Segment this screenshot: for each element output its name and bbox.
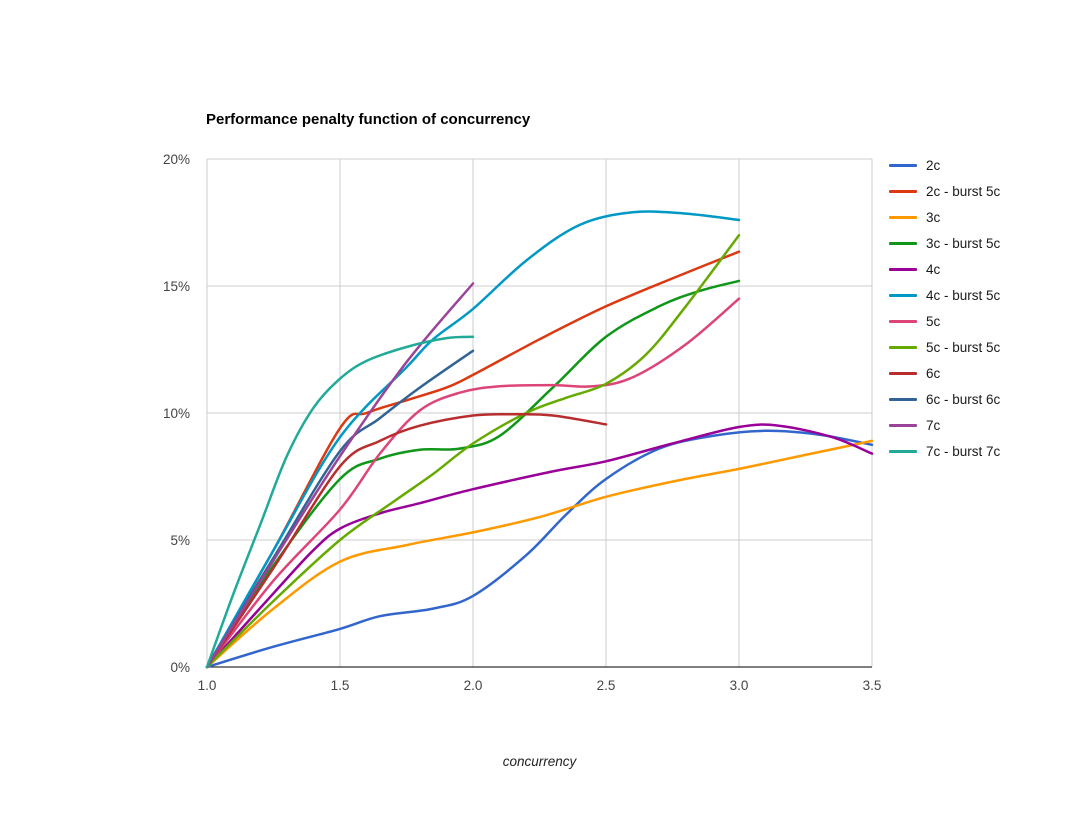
- legend-item-4c-burst-5c: 4c - burst 5c: [889, 282, 1000, 308]
- legend-swatch-2c-burst-5c: [889, 189, 917, 193]
- legend-label: 4c: [926, 261, 941, 277]
- legend-item-3c-burst-5c: 3c - burst 5c: [889, 230, 1000, 256]
- x-tick-label: 1.5: [331, 678, 350, 693]
- series-line-4c: [205, 423, 874, 669]
- x-tick-label: 3.5: [863, 678, 882, 693]
- y-tick-label: 15%: [163, 279, 190, 294]
- legend-item-7c-burst-7c: 7c - burst 7c: [889, 438, 1000, 464]
- x-tick-label: 1.0: [198, 678, 217, 693]
- x-tick-label: 2.0: [464, 678, 483, 693]
- y-tick-label: 0%: [170, 660, 190, 675]
- x-tick-label: 2.5: [597, 678, 616, 693]
- legend-label: 6c - burst 6c: [926, 391, 1001, 407]
- legend-item-5c: 5c: [889, 308, 1000, 334]
- legend-label: 5c - burst 5c: [926, 339, 1001, 355]
- legend-item-7c: 7c: [889, 412, 1000, 438]
- series-line-7c-burst-7c: [205, 335, 475, 669]
- legend-item-2c-burst-5c: 2c - burst 5c: [889, 178, 1000, 204]
- series-line-3c: [205, 439, 874, 669]
- legend-item-6c: 6c: [889, 360, 1000, 386]
- series-line-7c: [205, 282, 475, 669]
- series-line-4c-burst-5c: [205, 210, 741, 669]
- legend-item-5c-burst-5c: 5c - burst 5c: [889, 334, 1000, 360]
- x-tick-label: 3.0: [730, 678, 749, 693]
- legend-label: 5c: [926, 313, 941, 329]
- y-tick-label: 5%: [170, 533, 190, 548]
- series-line-2c: [205, 429, 874, 669]
- y-tick-label: 20%: [163, 152, 190, 167]
- legend-swatch-7c-burst-7c: [889, 449, 917, 453]
- legend-swatch-3c-burst-5c: [889, 241, 917, 245]
- legend-label: 4c - burst 5c: [926, 287, 1001, 303]
- legend-item-2c: 2c: [889, 152, 1000, 178]
- legend-swatch-7c: [889, 423, 917, 427]
- series-line-5c-burst-5c: [205, 233, 741, 669]
- legend-swatch-3c: [889, 215, 917, 219]
- legend-item-4c: 4c: [889, 256, 1000, 282]
- legend-item-6c-burst-6c: 6c - burst 6c: [889, 386, 1000, 412]
- legend-label: 6c: [926, 365, 941, 381]
- series-line-6c: [205, 412, 608, 669]
- legend-label: 2c: [926, 157, 941, 173]
- legend-label: 7c: [926, 417, 941, 433]
- legend-swatch-5c-burst-5c: [889, 345, 917, 349]
- chart-title: Performance penalty function of concurre…: [206, 111, 531, 128]
- legend-swatch-2c: [889, 163, 917, 167]
- legend-label: 3c - burst 5c: [926, 235, 1001, 251]
- legend-label: 2c - burst 5c: [926, 183, 1001, 199]
- y-tick-label: 10%: [163, 406, 190, 421]
- series-line-5c: [205, 297, 741, 669]
- legend-swatch-4c-burst-5c: [889, 293, 917, 297]
- legend-swatch-6c: [889, 371, 917, 375]
- legend-label: 3c: [926, 209, 941, 225]
- legend-swatch-6c-burst-6c: [889, 397, 917, 401]
- x-axis-title: concurrency: [502, 754, 577, 769]
- legend-item-3c: 3c: [889, 204, 1000, 230]
- legend-swatch-4c: [889, 267, 917, 271]
- legend: 2c 2c - burst 5c 3c 3c - burst 5c 4c 4c - bur…: [889, 152, 1000, 464]
- legend-swatch-5c: [889, 319, 917, 323]
- legend-label: 7c - burst 7c: [926, 443, 1001, 459]
